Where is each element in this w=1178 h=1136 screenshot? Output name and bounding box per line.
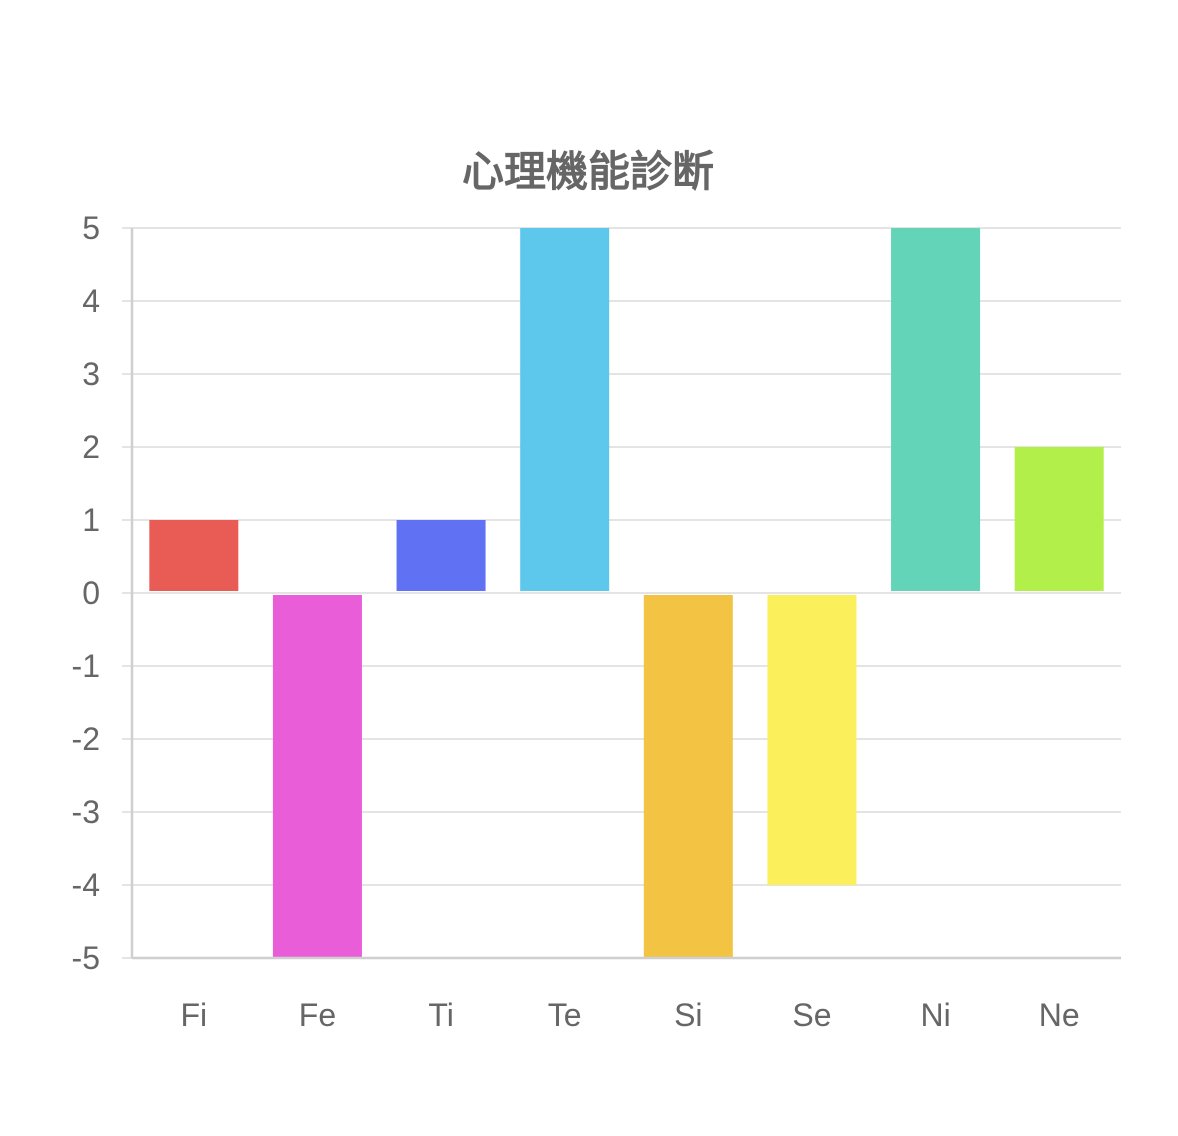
bar-fi <box>149 520 239 591</box>
bar-ni <box>891 228 981 591</box>
x-tick-label-ni: Ni <box>920 997 950 1033</box>
y-axis-tick-labels: 5 4 3 2 1 0 -1 -2 -3 -4 -5 <box>72 210 100 976</box>
y-tick-label: -4 <box>72 867 100 903</box>
bar-fe <box>272 595 362 958</box>
y-tick-label: 4 <box>82 283 100 319</box>
y-tick-label: 1 <box>82 502 100 538</box>
x-tick-label-te: Te <box>548 997 582 1033</box>
y-tick-label: 5 <box>82 210 100 246</box>
bar-si <box>643 595 733 958</box>
bar-te <box>520 228 610 591</box>
bar-ne <box>1014 447 1104 591</box>
bar-ti <box>396 520 486 591</box>
chart-title: 心理機能診断 <box>462 147 714 196</box>
x-tick-label-si: Si <box>674 997 702 1033</box>
x-tick-label-se: Se <box>792 997 831 1033</box>
bars <box>149 228 1104 958</box>
x-tick-label-ti: Ti <box>428 997 453 1033</box>
y-tick-label: 2 <box>82 429 100 465</box>
y-tick-label: -3 <box>72 794 100 830</box>
x-tick-label-fe: Fe <box>299 997 336 1033</box>
y-tick-label: -1 <box>72 648 100 684</box>
y-tick-label: -2 <box>72 721 100 757</box>
axes <box>130 228 1121 960</box>
y-tick-label: 3 <box>82 356 100 392</box>
x-axis-tick-labels: Fi Fe Ti Te Si Se Ni Ne <box>180 997 1079 1033</box>
y-tick-label: -5 <box>72 940 100 976</box>
y-tick-label: 0 <box>82 575 100 611</box>
x-tick-label-ne: Ne <box>1039 997 1080 1033</box>
bar-se <box>767 595 857 885</box>
x-tick-label-fi: Fi <box>180 997 207 1033</box>
